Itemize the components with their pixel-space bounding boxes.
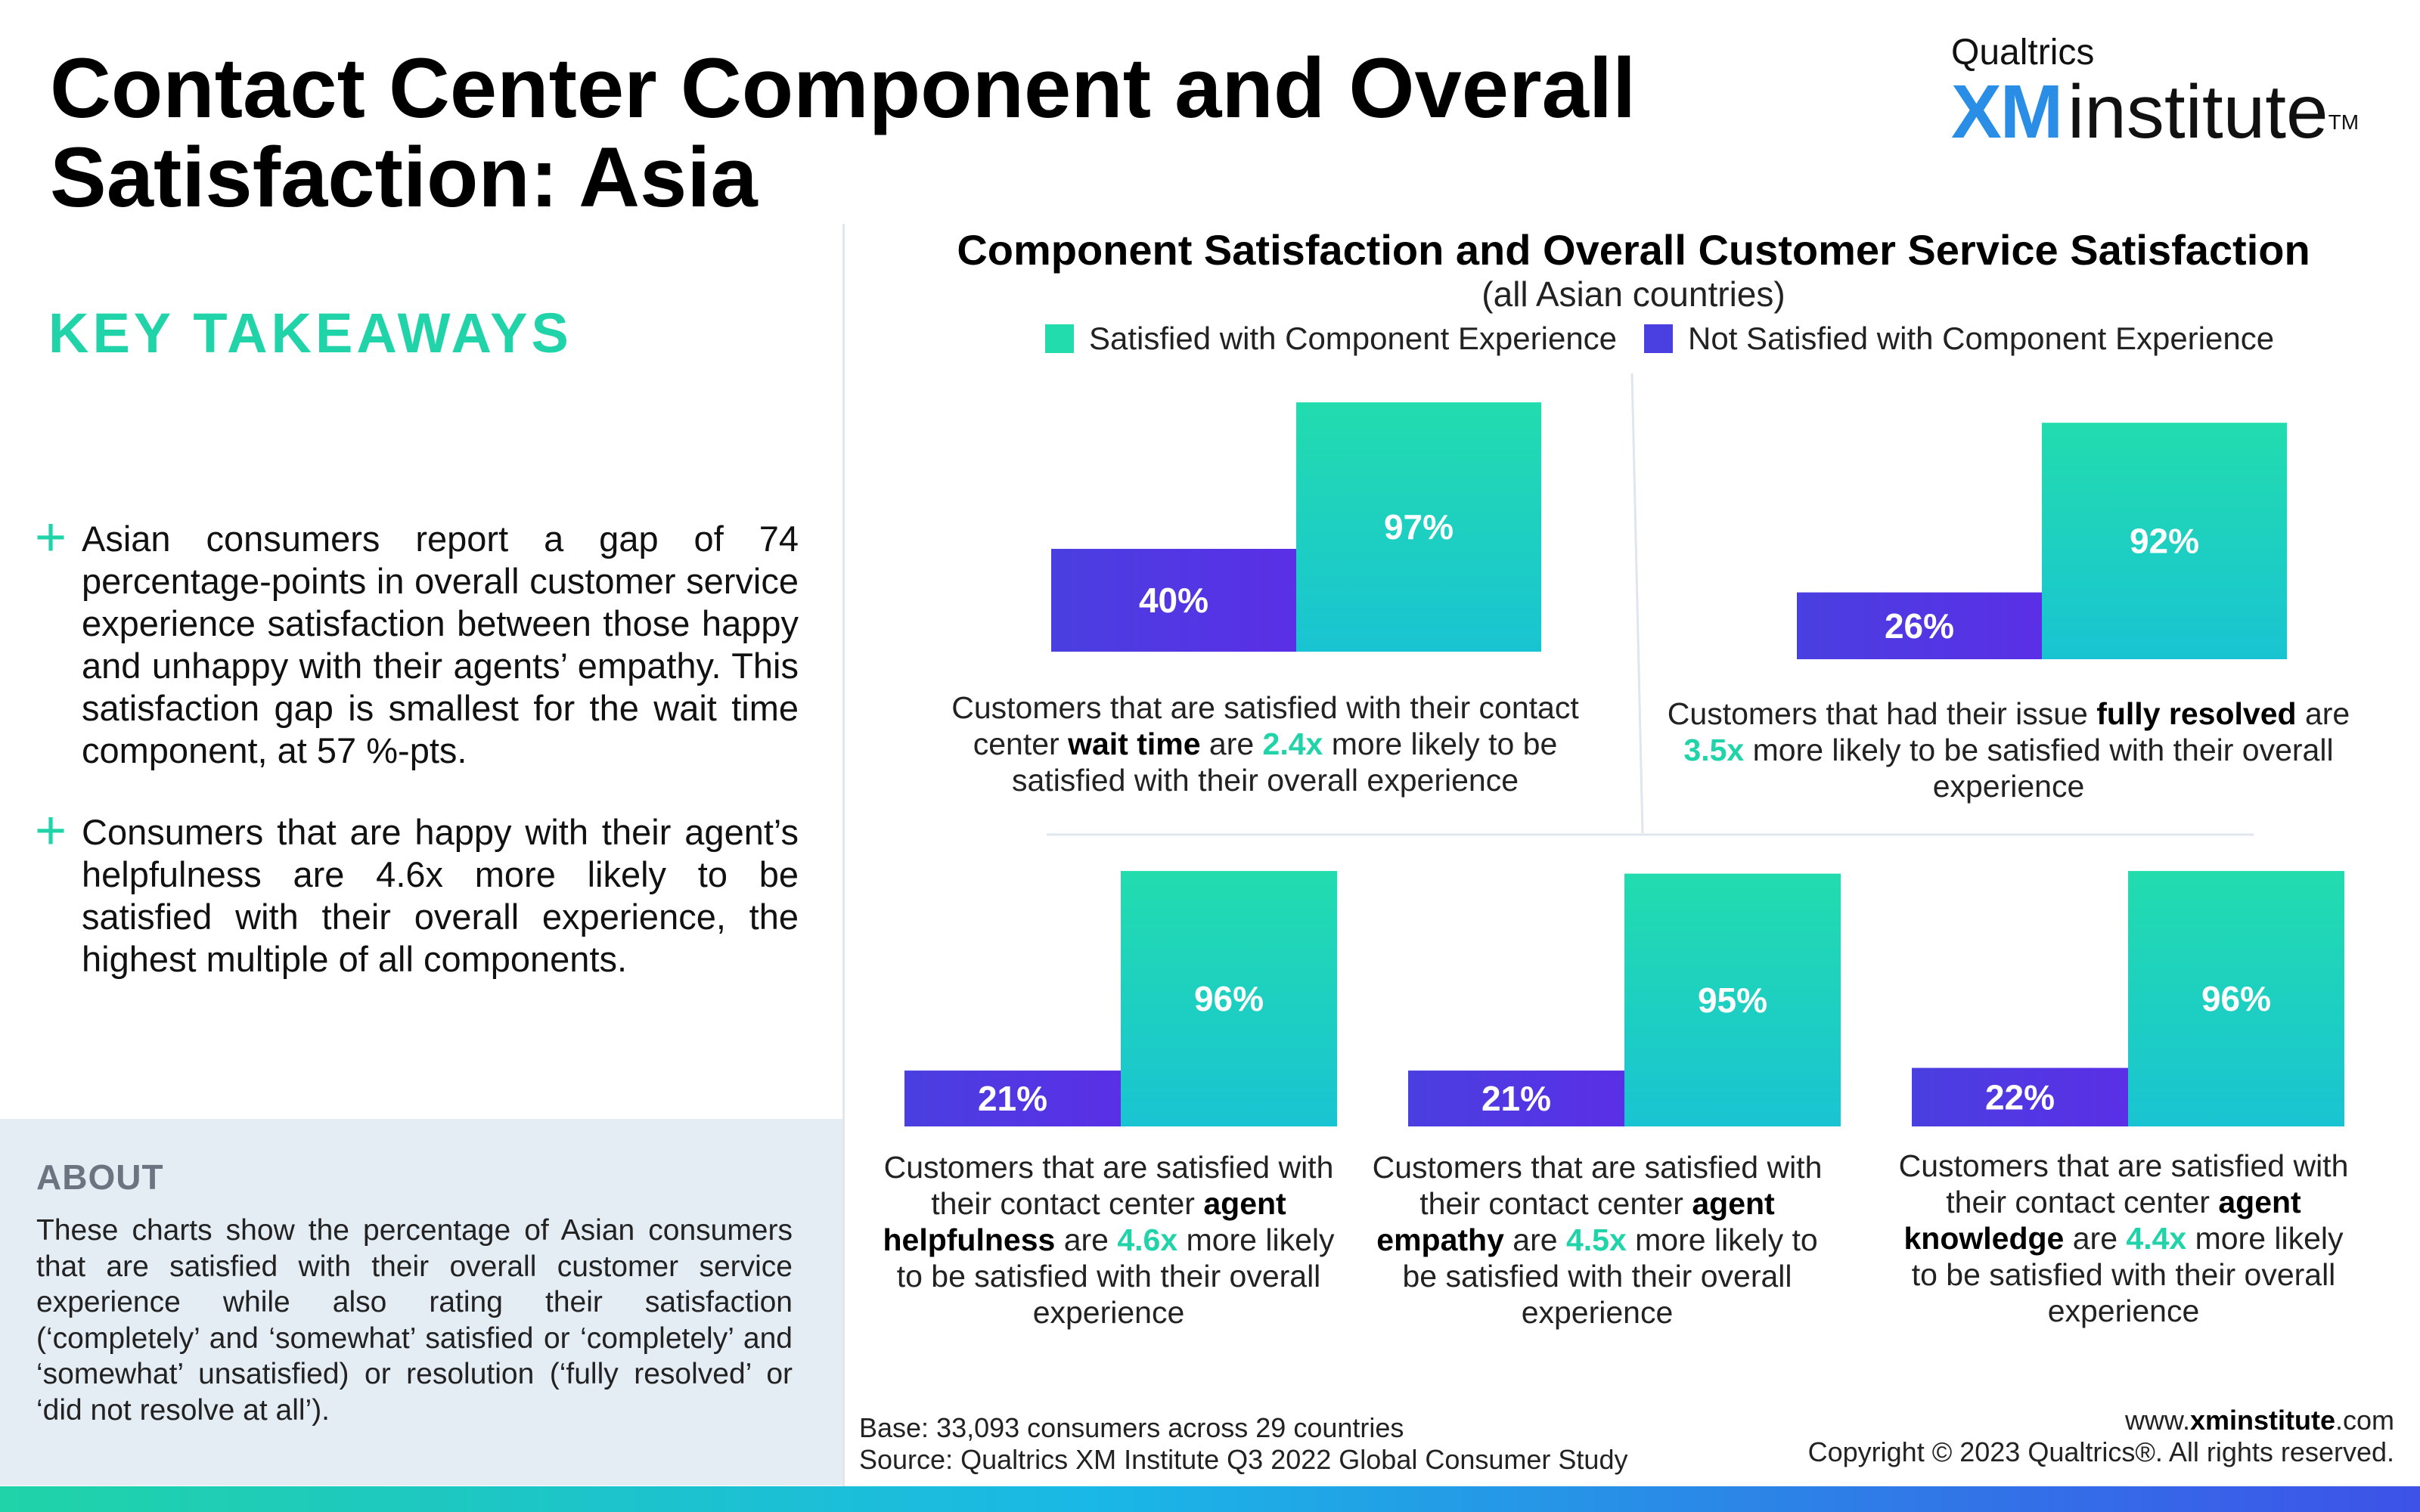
logo-wordmark: XMinstituteTM — [1951, 74, 2375, 150]
multiple-value: 2.4x — [1262, 727, 1323, 761]
data-label-not-satisfied-fully-resolved: 26% — [1885, 606, 1954, 646]
bar-satisfied-wait-time — [1296, 402, 1541, 652]
data-label-not-satisfied-wait-time: 40% — [1139, 581, 1208, 620]
multiple-value: 3.5x — [1683, 733, 1745, 767]
logo-brand: Qualtrics — [1951, 33, 2095, 73]
footer-url-prefix: www. — [2124, 1405, 2190, 1436]
data-label-satisfied-fully-resolved: 92% — [2130, 522, 2199, 561]
data-label-satisfied-agent-knowledge: 96% — [2201, 979, 2271, 1018]
data-label-satisfied-agent-empathy: 95% — [1698, 981, 1767, 1020]
bar-satisfied-agent-empathy — [1624, 873, 1841, 1126]
data-label-satisfied-wait-time: 97% — [1384, 507, 1454, 547]
takeaway-bullet: + Asian consumers report a gap of 74 per… — [35, 510, 799, 772]
data-label-not-satisfied-agent-helpfulness: 21% — [978, 1079, 1047, 1118]
panel-caption-fully-resolved: Customers that had their issue fully res… — [1667, 696, 2350, 804]
logo-xm: XM — [1951, 70, 2063, 154]
legend-swatch-not-satisfied — [1644, 324, 1673, 353]
legend-label-satisfied: Satisfied with Component Experience — [1089, 321, 1618, 356]
logo-tm: TM — [2328, 110, 2360, 134]
bar-satisfied-agent-knowledge — [2128, 871, 2344, 1126]
footer-copyright: Copyright © 2023 Qualtrics®. All rights … — [1807, 1436, 2394, 1467]
legend-label-not-satisfied: Not Satisfied with Component Experience — [1688, 321, 2275, 356]
plus-icon: + — [35, 507, 67, 568]
about-heading: ABOUT — [36, 1157, 164, 1197]
footer-url-domain: xminstitute — [2189, 1405, 2335, 1436]
about-panel: ABOUT These charts show the percentage o… — [0, 1119, 842, 1486]
qualtrics-xm-institute-logo: Qualtrics XMinstituteTM — [1951, 32, 2375, 150]
footer-url[interactable]: www.xminstitute.com — [1808, 1405, 2394, 1436]
page-title: Contact Center Component and Overall Sat… — [50, 41, 1637, 225]
takeaway-text: Consumers that are happy with their agen… — [82, 812, 799, 979]
data-label-not-satisfied-agent-knowledge: 22% — [1985, 1077, 2055, 1117]
takeaway-bullet: + Consumers that are happy with their ag… — [35, 804, 799, 981]
takeaway-text: Asian consumers report a gap of 74 perce… — [82, 519, 799, 770]
multiple-value: 4.6x — [1117, 1222, 1178, 1257]
plus-icon: + — [35, 801, 67, 861]
footer-source: Base: 33,093 consumers across 29 countri… — [859, 1412, 1627, 1476]
bar-not-satisfied-agent-helpfulness — [904, 1070, 1121, 1126]
panel-caption-agent-helpfulness: Customers that are satisfied with their … — [883, 1150, 1335, 1330]
legend-item-satisfied: Satisfied with Component Experience — [1045, 321, 1617, 357]
bar-not-satisfied-wait-time — [1051, 549, 1296, 652]
bar-satisfied-agent-helpfulness — [1121, 871, 1337, 1126]
panel-caption-wait-time: Customers that are satisfied with their … — [951, 690, 1579, 798]
chart-title: Component Satisfaction and Overall Custo… — [957, 226, 2310, 274]
footer-base: Base: 33,093 consumers across 29 countri… — [859, 1412, 1404, 1443]
multiple-value: 4.5x — [1565, 1222, 1627, 1257]
bar-not-satisfied-agent-empathy — [1408, 1070, 1624, 1126]
legend-swatch-satisfied — [1045, 324, 1074, 353]
panel-caption-agent-empathy: Customers that are satisfied with their … — [1372, 1150, 1823, 1330]
data-label-not-satisfied-agent-empathy: 21% — [1481, 1079, 1551, 1118]
logo-institute: institute — [2068, 70, 2328, 154]
panel-divider-vertical — [1630, 373, 1644, 834]
about-text: These charts show the percentage of Asia… — [36, 1214, 793, 1427]
footer-url-suffix: .com — [2335, 1405, 2394, 1436]
bar-not-satisfied-agent-knowledge — [1912, 1067, 2128, 1126]
key-takeaways-heading: KEY TAKEAWAYS — [48, 302, 572, 364]
chart-subtitle: (all Asian countries) — [1481, 274, 1786, 314]
footer-credits: www.xminstitute.com Copyright © 2023 Qua… — [1808, 1405, 2394, 1468]
panel-caption-agent-knowledge: Customers that are satisfied with their … — [1898, 1148, 2349, 1328]
footer-source-text: Source: Qualtrics XM Institute Q3 2022 G… — [859, 1444, 1628, 1475]
legend-item-not-satisfied: Not Satisfied with Component Experience — [1644, 321, 2274, 357]
bar-satisfied-fully-resolved — [2042, 423, 2287, 659]
bar-not-satisfied-fully-resolved — [1797, 592, 2042, 659]
bottom-gradient-bar — [0, 1486, 2420, 1512]
multiple-value: 4.4x — [2126, 1221, 2187, 1256]
vertical-divider — [842, 224, 845, 1486]
data-label-satisfied-agent-helpfulness: 96% — [1194, 979, 1264, 1018]
